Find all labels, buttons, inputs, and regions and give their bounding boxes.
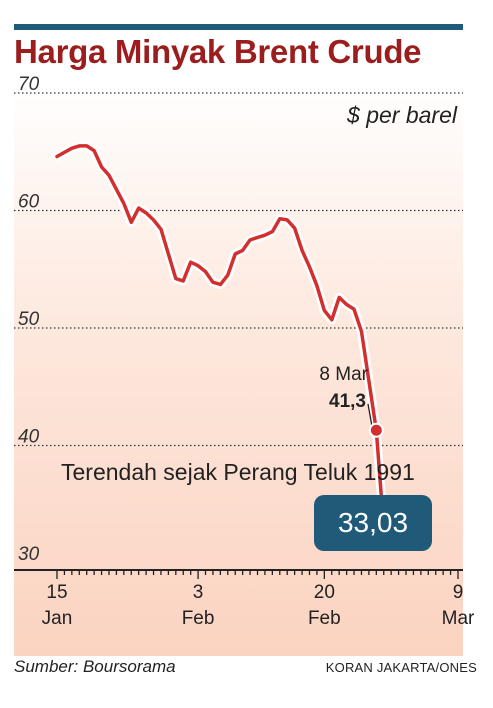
x-tick-label: 3 xyxy=(193,582,204,603)
series-line xyxy=(55,144,386,530)
x-tick-label: 9 xyxy=(453,582,464,603)
plot-background xyxy=(14,82,463,656)
y-tick-label: 70 xyxy=(18,74,40,95)
y-tick-label: 40 xyxy=(18,427,40,448)
chart-title: Harga Minyak Brent Crude xyxy=(14,33,422,70)
y-tick-label: 60 xyxy=(18,192,40,213)
price-series xyxy=(52,141,389,532)
y-axis-ticks: 30 40 50 60 70 xyxy=(18,74,40,565)
annotations: 8 Mar 41,3 33,03 Terendah sejak Perang Telu… xyxy=(61,364,432,551)
x-axis: 15 Jan 3 Feb 20 Feb 9 Mar xyxy=(14,569,475,629)
top-rule xyxy=(14,24,463,30)
data-point-marker xyxy=(368,422,384,438)
value-badge-text: 33,03 xyxy=(338,507,408,538)
gridlines xyxy=(14,92,463,447)
credit-label: KORAN JAKARTA/ONES xyxy=(325,660,477,675)
y-tick-label: 50 xyxy=(18,309,40,330)
unit-label: $ per barel xyxy=(347,102,457,128)
x-tick-label: 15 xyxy=(46,582,67,603)
annotation-date: 8 Mar xyxy=(319,364,368,385)
x-tick-label: Jan xyxy=(42,608,73,629)
x-tick-label: Feb xyxy=(182,608,215,629)
chart-note: Terendah sejak Perang Teluk 1991 xyxy=(61,459,415,485)
value-badge xyxy=(314,495,432,551)
x-tick-label: Mar xyxy=(442,608,475,629)
source-label: Sumber: Boursorama xyxy=(14,657,176,676)
annotation-leader xyxy=(367,403,373,429)
y-tick-label: 30 xyxy=(18,544,40,565)
x-tick-label: 20 xyxy=(314,582,335,603)
x-tick-label: Feb xyxy=(308,608,341,629)
annotation-value: 41,3 xyxy=(329,391,366,412)
